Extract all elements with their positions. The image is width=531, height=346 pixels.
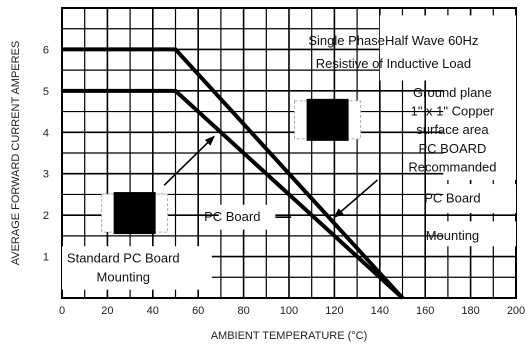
component-icon-standard: [101, 192, 169, 235]
series-layer: [62, 47, 404, 300]
label-background: [443, 221, 516, 247]
y-tick-label: 2: [43, 210, 49, 222]
arrow-copper: [333, 179, 379, 218]
label-background: [443, 184, 516, 214]
component-icon-copper: [294, 98, 362, 141]
series-line-1: [62, 88, 404, 300]
annotation-text: PC BOARD: [418, 141, 486, 156]
x-tick-label: 160: [416, 305, 434, 317]
y-tick-label: 4: [43, 127, 49, 139]
series-line-0: [62, 47, 404, 300]
label-background: [443, 80, 516, 180]
annotation-text: Ground plane: [413, 85, 492, 100]
x-tick-label: 40: [147, 305, 159, 317]
y-tick-label: 1: [43, 252, 49, 264]
x-tick-label: 0: [59, 305, 65, 317]
annotation-text: Recommanded: [408, 160, 496, 175]
x-tick-label: 200: [507, 305, 525, 317]
annotation-text: 1" x 1" Copper: [411, 104, 495, 119]
x-tick-label: 180: [461, 305, 479, 317]
arrow-standard: [163, 135, 215, 186]
x-tick-label: 60: [192, 305, 204, 317]
x-axis-label: AMBIENT TEMPERATURE (°C): [211, 330, 368, 342]
x-tick-label: 120: [325, 305, 343, 317]
annotation-text: Mounting: [426, 228, 479, 243]
annotations: Single PhaseHalf Wave 60Hz Resistive of I…: [67, 33, 497, 284]
x-tick-label: 80: [237, 305, 249, 317]
y-tick-label: 5: [43, 86, 49, 98]
tick-labels: 0 20 40 60 80 100 120 140 160 180 200 1 2 3 4 5 6: [43, 44, 525, 317]
annotation-text: Resistive of Inductive Load: [316, 56, 471, 71]
x-tick-label: 100: [280, 305, 298, 317]
y-tick-label: 3: [43, 169, 49, 181]
annotation-text: PC Board: [204, 209, 260, 224]
label-background: [218, 204, 276, 230]
annotation-text: PC Board: [424, 191, 480, 206]
annotation-text: Mounting: [97, 269, 150, 284]
x-tick-label: 20: [101, 305, 113, 317]
y-tick-label: 6: [43, 44, 49, 56]
x-tick-label: 140: [371, 305, 389, 317]
label-background: [379, 15, 516, 81]
annotation-text: Single PhaseHalf Wave 60Hz: [308, 33, 478, 48]
annotation-text: surface area: [416, 122, 489, 137]
annotation-text: Standard PC Board: [67, 251, 180, 266]
label-background: [62, 246, 212, 290]
y-axis-label: AVERAGE FORWARD CURRENT AMPERES: [10, 41, 22, 266]
decorations: [62, 15, 516, 290]
